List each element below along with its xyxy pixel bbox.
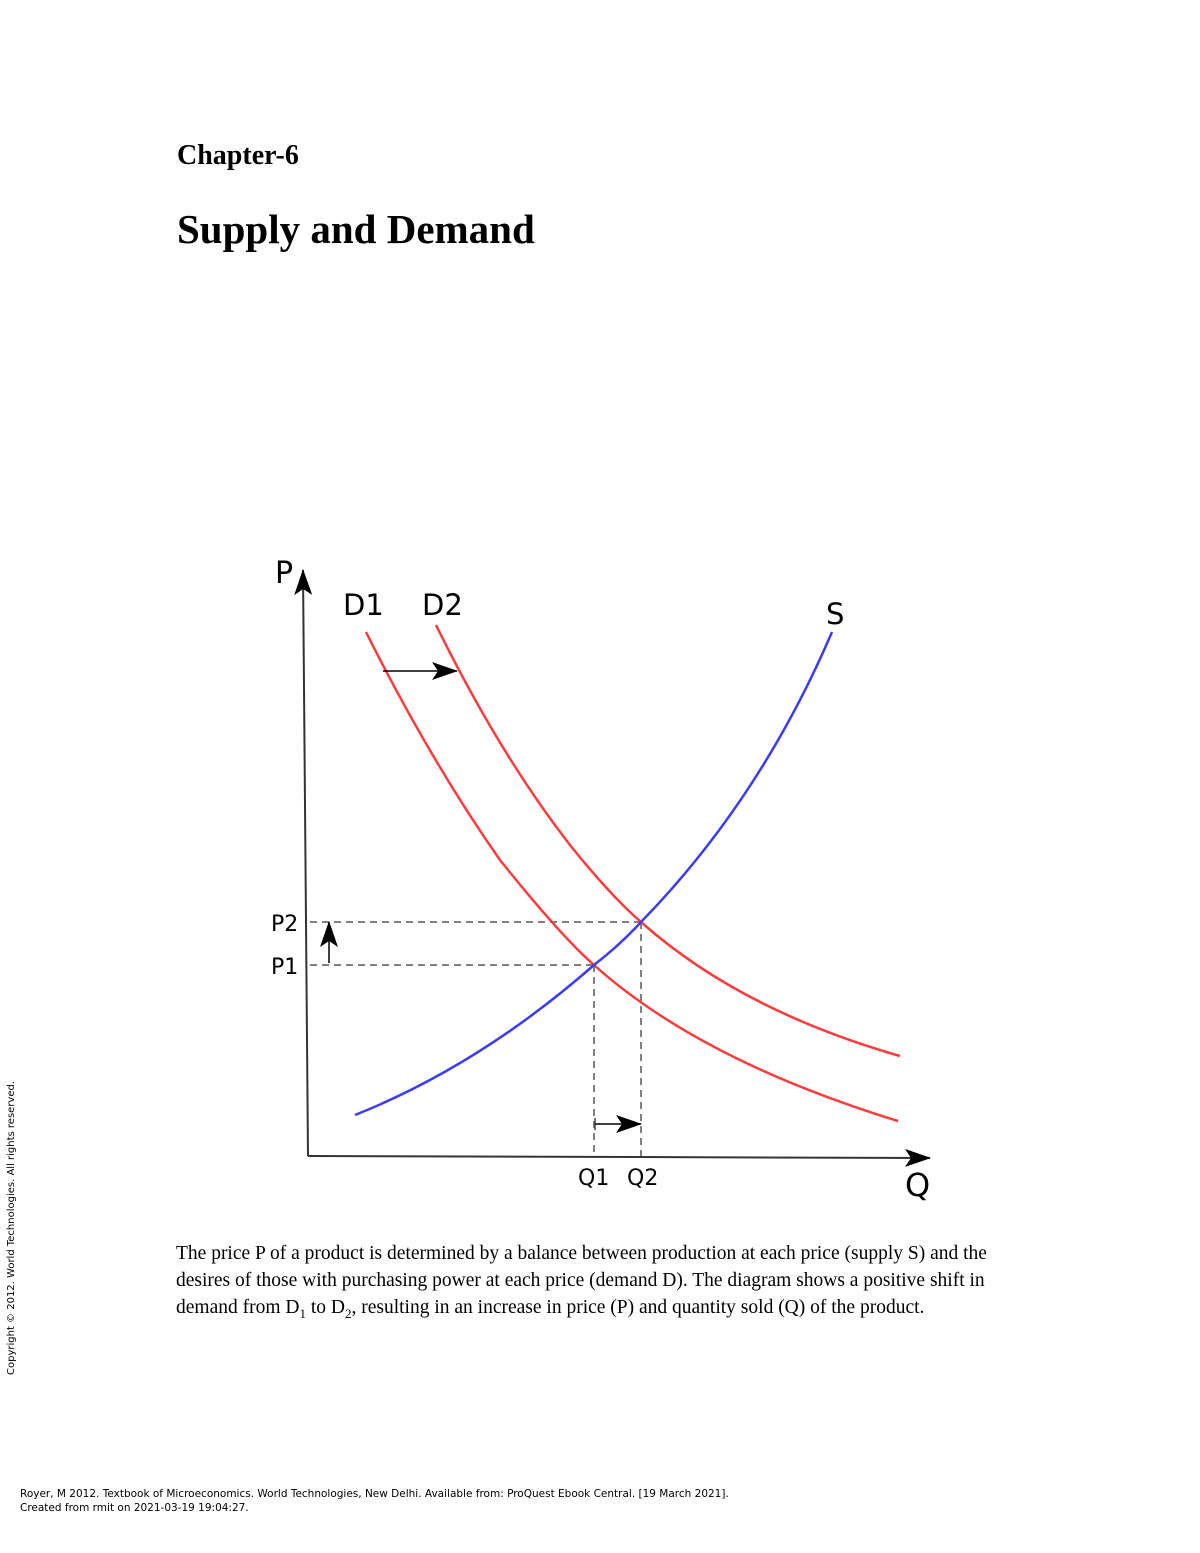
caption-sub-2: 2: [344, 1305, 352, 1321]
created-line: Created from rmit on 2021-03-19 19:04:27…: [20, 1502, 249, 1514]
q1-label: Q1: [578, 1166, 609, 1191]
d1-label: D1: [343, 588, 384, 622]
p2-label: P2: [271, 912, 298, 937]
citation-line: Royer, M 2012. Textbook of Microeconomic…: [20, 1488, 729, 1500]
guide-lines: [310, 921, 642, 1156]
y-axis: [294, 569, 313, 1157]
x-axis-label: Q: [905, 1166, 930, 1204]
quantity-increase-arrow: [594, 1115, 642, 1133]
p1-label: P1: [271, 955, 298, 980]
caption-sub-1: 1: [299, 1305, 306, 1321]
chapter-title: Supply and Demand: [177, 206, 535, 252]
chapter-number: Chapter-6: [177, 140, 299, 171]
demand-curve-d1: [364, 631, 899, 1123]
q2-label: Q2: [627, 1166, 658, 1191]
copyright-notice: Copyright © 2012. World Technologies. Al…: [6, 1080, 17, 1375]
supply-curve: [354, 631, 834, 1117]
x-axis: [307, 1148, 931, 1167]
d2-label: D2: [422, 588, 463, 622]
axes: P Q: [275, 556, 931, 1204]
s-label: S: [826, 597, 844, 631]
supply-demand-diagram: P Q D1 D2 S P2 P1 Q1 Q2: [271, 556, 931, 1204]
caption-text-1: The price P of a product is determined b…: [176, 1243, 987, 1318]
demand-curve-d2: [434, 624, 901, 1058]
caption-text-3: , resulting in an increase in price (P) …: [351, 1297, 925, 1318]
citation-footer: Royer, M 2012. Textbook of Microeconomic…: [20, 1487, 729, 1515]
figure-caption: The price P of a product is determined b…: [176, 1240, 1036, 1327]
caption-text-2: to D: [305, 1297, 345, 1318]
y-axis-label: P: [275, 556, 293, 591]
